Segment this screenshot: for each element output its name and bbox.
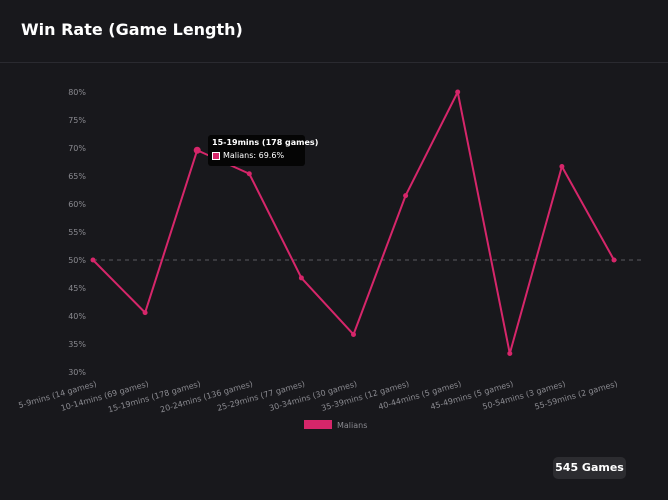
y-tick-label: 40% [68,312,86,321]
data-point [455,89,461,95]
y-tick-label: 65% [68,172,86,181]
y-tick-label: 30% [68,368,86,377]
data-point [246,171,252,177]
data-point [142,310,148,316]
panel-header: Win Rate (Game Length) [0,0,668,63]
legend-swatch-malians [304,420,332,429]
y-tick-label: 55% [68,228,86,237]
data-point [351,331,356,337]
tooltip-row: Malians: 69.6% [212,151,301,161]
tooltip-value: Malians: 69.6% [223,151,285,160]
x-tick-label: 25-29mins (77 games) [216,379,306,413]
y-tick-label: 60% [68,200,86,209]
data-point [507,351,513,357]
data-point [90,257,96,263]
data-tooltip: 15-19mins (178 games) Malians: 69.6% [208,135,319,166]
x-tick-label: 10-14mins (69 games) [60,379,150,413]
y-tick-label: 35% [68,340,86,349]
legend-label-malians: Malians [337,421,367,430]
line-chart: 30%35%40%45%50%55%60%65%70%75%80%5-9mins… [17,88,644,430]
chart-title: Win Rate (Game Length) [21,20,243,39]
data-point [559,163,565,169]
x-tick-label: 30-34mins (30 games) [268,379,358,413]
data-point [193,146,201,154]
y-tick-label: 70% [68,144,86,153]
data-point [298,275,304,281]
y-tick-label: 75% [68,116,86,125]
y-tick-label: 45% [68,284,86,293]
y-tick-label: 50% [68,256,86,265]
data-point [403,193,409,199]
x-tick-label: 35-39mins (12 games) [320,379,410,413]
tooltip-title: 15-19mins (178 games) [212,138,319,147]
data-point [611,257,617,263]
games-count-badge: 545 Games [553,457,626,479]
y-tick-label: 80% [68,88,86,97]
series-line-malians [92,91,615,355]
tooltip-swatch [212,152,220,160]
